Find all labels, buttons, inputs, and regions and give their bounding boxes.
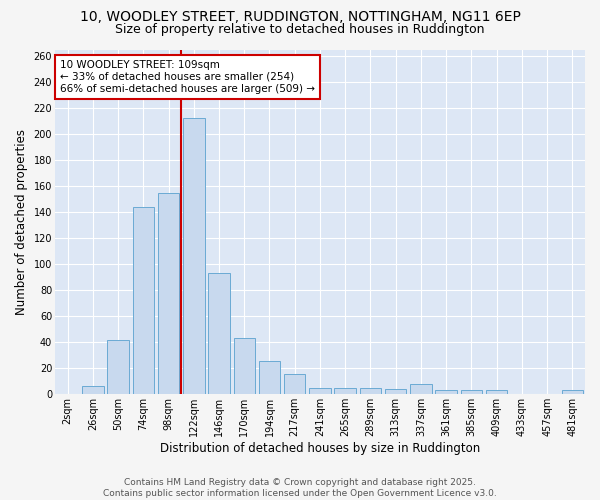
Bar: [133, 207, 154, 394]
Bar: [385, 389, 406, 394]
Bar: [107, 340, 129, 394]
Bar: [410, 384, 431, 394]
Bar: [259, 360, 280, 394]
Text: 10 WOODLEY STREET: 109sqm
← 33% of detached houses are smaller (254)
66% of semi: 10 WOODLEY STREET: 109sqm ← 33% of detac…: [60, 60, 315, 94]
Y-axis label: Number of detached properties: Number of detached properties: [15, 129, 28, 315]
Text: Contains HM Land Registry data © Crown copyright and database right 2025.
Contai: Contains HM Land Registry data © Crown c…: [103, 478, 497, 498]
Bar: [334, 388, 356, 394]
Bar: [158, 193, 179, 394]
Text: Size of property relative to detached houses in Ruddington: Size of property relative to detached ho…: [115, 22, 485, 36]
Bar: [82, 386, 104, 394]
Bar: [233, 338, 255, 394]
Bar: [208, 274, 230, 394]
Bar: [309, 388, 331, 394]
Bar: [562, 390, 583, 394]
Bar: [284, 374, 305, 394]
Bar: [183, 118, 205, 394]
Bar: [360, 388, 381, 394]
Bar: [436, 390, 457, 394]
Bar: [486, 390, 508, 394]
Bar: [461, 390, 482, 394]
X-axis label: Distribution of detached houses by size in Ruddington: Distribution of detached houses by size …: [160, 442, 480, 455]
Text: 10, WOODLEY STREET, RUDDINGTON, NOTTINGHAM, NG11 6EP: 10, WOODLEY STREET, RUDDINGTON, NOTTINGH…: [80, 10, 520, 24]
